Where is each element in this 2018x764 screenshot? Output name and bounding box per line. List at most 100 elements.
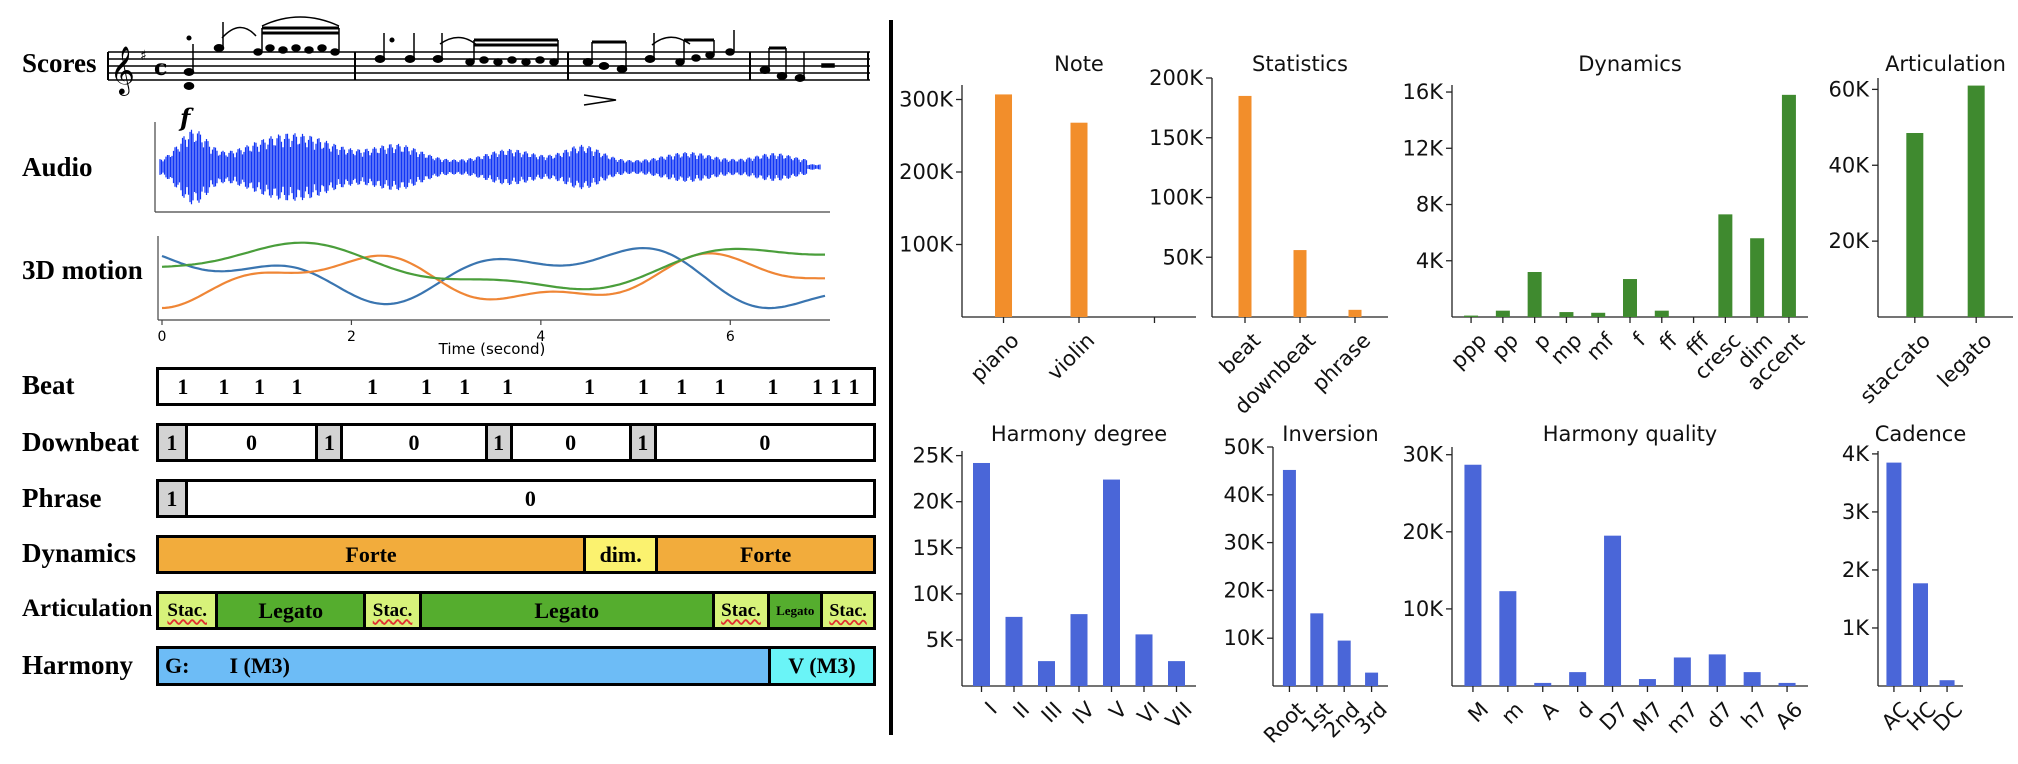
x-tick-label: d [1572, 697, 1598, 723]
downbeat-segment-label: 1 [166, 429, 178, 455]
y-tick-label: 10K [913, 582, 955, 606]
key-signature-sharp: ♯ [140, 48, 147, 64]
row-label-dynamics: Dynamics [22, 538, 136, 568]
bar [1708, 654, 1726, 686]
bar [1778, 682, 1796, 686]
chart-statistics: Statistics50K100K150K200Kbeatdownbeatphr… [1149, 52, 1388, 419]
x-tick-label: M [1463, 697, 1493, 727]
y-tick-label: 50K [1224, 435, 1266, 459]
y-tick-label: 20K [1224, 578, 1266, 602]
downbeat-track: 1 0 1 0 1 0 1 0 [156, 423, 876, 462]
bar [1348, 309, 1362, 317]
x-tick-label: VII [1161, 697, 1197, 733]
articulation-segment-label: Legato [258, 597, 324, 623]
motion-tick-label: 2 [347, 329, 356, 345]
bar [1638, 679, 1656, 686]
articulation-segment-label: Stac. [167, 599, 207, 621]
bar [1070, 614, 1088, 686]
y-tick-label: 3K [1842, 500, 1870, 524]
bar [1103, 479, 1120, 686]
y-tick-label: 1K [1842, 616, 1870, 640]
bar [1135, 634, 1153, 686]
beat-marker: 1 [253, 373, 265, 399]
x-tick-label: m [1497, 697, 1528, 728]
chart-title: Statistics [1252, 52, 1348, 76]
beat-marker: 1 [830, 373, 842, 399]
harmony-segment: V (M3) [768, 649, 873, 683]
x-tick-label: piano [966, 328, 1024, 386]
bar [1886, 462, 1902, 686]
bar [1967, 85, 1985, 317]
y-tick-label: 30K [1403, 443, 1445, 467]
x-tick-label: f [1628, 328, 1651, 351]
chart-title: Dynamics [1578, 52, 1682, 76]
y-tick-label: 50K [1163, 245, 1205, 269]
downbeat-segment: 0 [340, 426, 485, 459]
row-label-scores: Scores [22, 48, 97, 78]
downbeat-segment-label: 1 [637, 429, 649, 455]
y-tick-label: 30K [1224, 531, 1266, 555]
row-label-articulation: Articulation [22, 595, 153, 622]
bar [1038, 661, 1055, 686]
y-tick-label: 2K [1842, 558, 1870, 582]
y-tick-label: 20K [913, 490, 955, 514]
downbeat-segment-label: 0 [565, 429, 577, 455]
beat-marker: 1 [420, 373, 432, 399]
x-tick-label: DC [1929, 697, 1968, 736]
x-tick-label: m7 [1662, 697, 1703, 738]
beat-marker: 1 [812, 373, 824, 399]
y-tick-label: 12K [1403, 136, 1445, 160]
y-tick-label: 10K [1403, 597, 1445, 621]
x-tick-label: pp [1487, 328, 1523, 364]
x-tick-label: 3rd [1350, 697, 1392, 739]
beat-marker: 1 [637, 373, 649, 399]
articulation-track: Stac. Legato Stac. Legato Stac. Legato Stac. [156, 591, 876, 630]
articulation-segment-label: Legato [534, 597, 600, 623]
y-tick-label: 100K [1149, 186, 1204, 210]
y-tick-label: 10K [1224, 626, 1266, 650]
bar [1750, 238, 1765, 317]
motion-plot: 0 2 4 6 Time (second) [157, 236, 830, 358]
notes [183, 16, 835, 106]
bar [1604, 535, 1622, 686]
x-tick-label: I [980, 697, 1001, 718]
x-tick-label: VI [1133, 697, 1165, 729]
articulation-segment: Legato [767, 594, 821, 627]
phrase-segment: 1 [159, 482, 185, 515]
y-tick-label: 4K [1416, 249, 1444, 273]
x-tick-label: A6 [1771, 697, 1808, 734]
bar [1673, 657, 1691, 686]
bar [1743, 672, 1761, 686]
phrase-segment-label: 0 [524, 485, 536, 511]
dynamics-segment-label: dim. [599, 541, 642, 567]
beat-marker: 1 [848, 373, 860, 399]
bar [1293, 250, 1307, 317]
motion-tick-label: 4 [536, 329, 545, 345]
bar [1913, 583, 1928, 686]
x-tick-label: violin [1043, 328, 1100, 385]
row-label-harmony: Harmony [22, 650, 133, 680]
phrase-segment: 0 [184, 482, 873, 515]
treble-clef-icon: 𝄞 [110, 45, 135, 96]
motion-curve-orange [161, 252, 825, 310]
bar [1337, 640, 1351, 686]
y-tick-label: 300K [899, 88, 954, 112]
downbeat-segment-label: 0 [246, 429, 258, 455]
bar [1559, 312, 1574, 317]
row-label-phrase: Phrase [22, 483, 102, 513]
y-tick-label: 16K [1403, 80, 1445, 104]
dynamics-segment-label: Forte [345, 541, 397, 567]
x-tick-label: M7 [1629, 697, 1668, 736]
beat-marker: 1 [584, 373, 596, 399]
y-tick-label: 200K [1149, 66, 1204, 90]
dynamics-segment: Forte [655, 538, 873, 571]
beat-marker: 1 [501, 373, 513, 399]
chart-title: Inversion [1282, 422, 1378, 446]
x-tick-label: legato [1933, 328, 1997, 392]
row-label-motion: 3D motion [22, 255, 143, 285]
y-tick-label: 40K [1829, 153, 1871, 177]
